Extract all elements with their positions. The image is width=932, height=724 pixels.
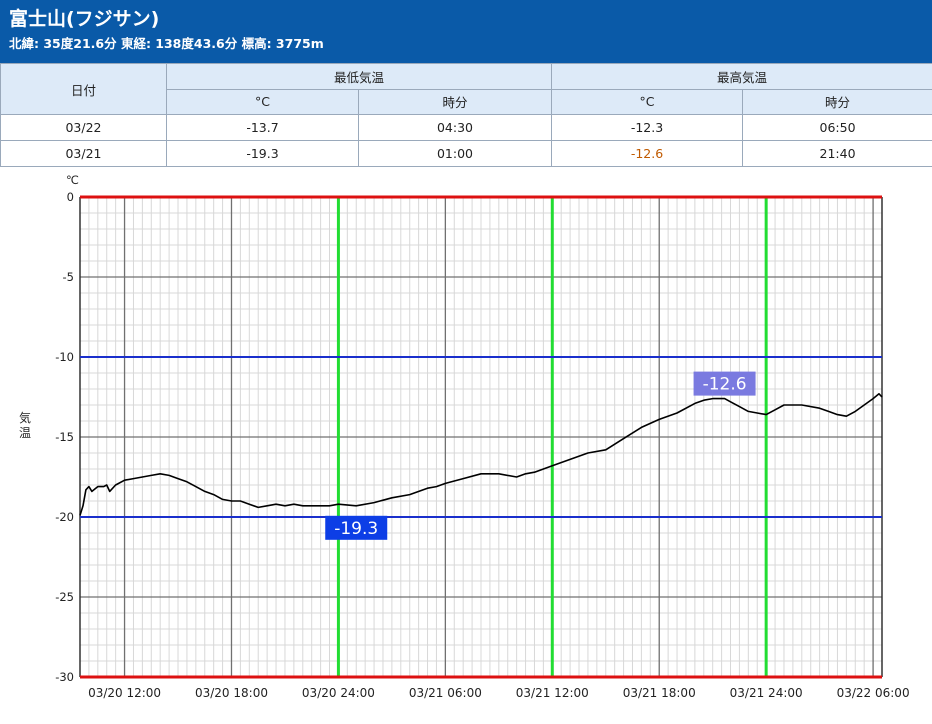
station-coordinates: 北緯: 35度21.6分 東経: 138度43.6分 標高: 3775m	[9, 36, 324, 51]
station-title: 富士山(フジサン)	[9, 8, 160, 30]
x-tick-label: 03/20 18:00	[195, 686, 268, 700]
max-temp-header: 最高気温	[551, 63, 932, 90]
y-axis-label: 気温	[19, 410, 31, 440]
max-time-header: 時分	[742, 88, 932, 115]
station-header: 富士山(フジサン) 北緯: 35度21.6分 東経: 138度43.6分 標高:…	[0, 0, 932, 63]
x-tick-label: 03/21 06:00	[409, 686, 482, 700]
row-min-temp: -13.7	[166, 114, 359, 141]
chart-svg: 0 -5 -10 -15 -20 -25 -30 03/20 12:00 03/20 18:00…	[19, 173, 910, 700]
table-row: 03/21 -19.3 01:00 -12.6 21:40	[0, 140, 932, 167]
temperature-table: 日付 最低気温 最高気温 °C 時分 °C 時分 03/22 -13.7 04:…	[0, 63, 932, 167]
min-unit-header: °C	[166, 88, 359, 115]
row-max-temp: -12.6	[551, 140, 744, 167]
row-date: 03/22	[0, 114, 167, 141]
x-tick-label: 03/22 06:00	[837, 686, 910, 700]
row-min-time: 04:30	[357, 114, 553, 141]
y-tick-label: 0	[67, 190, 74, 204]
min-temp-header: 最低気温	[165, 63, 553, 90]
y-tick-label: -20	[55, 510, 74, 524]
row-max-temp: -12.3	[551, 114, 744, 141]
date-column-header: 日付	[0, 63, 167, 115]
y-tick-label: -15	[55, 430, 74, 444]
table-subheader-row: °C 時分 °C 時分	[1, 88, 932, 115]
x-tick-label: 03/21 18:00	[623, 686, 696, 700]
temperature-chart: 0 -5 -10 -15 -20 -25 -30 03/20 12:00 03/20 18:00…	[0, 170, 932, 724]
x-tick-label: 03/21 12:00	[516, 686, 589, 700]
min-temp-badge-label: -19.3	[334, 519, 378, 539]
max-temp-badge-label: -12.6	[703, 375, 747, 395]
y-tick-label: -25	[55, 590, 74, 604]
table-row: 03/22 -13.7 04:30 -12.3 06:50	[0, 114, 932, 141]
x-tick-label: 03/21 24:00	[730, 686, 803, 700]
x-tick-label: 03/20 12:00	[88, 686, 161, 700]
y-tick-label: -10	[55, 350, 74, 364]
x-tick-label: 03/20 24:00	[302, 686, 375, 700]
row-date: 03/21	[0, 140, 167, 167]
row-min-time: 01:00	[357, 140, 553, 167]
y-tick-label: -5	[63, 270, 74, 284]
row-max-time: 06:50	[742, 114, 932, 141]
max-unit-header: °C	[551, 88, 744, 115]
y-unit-label: ℃	[66, 173, 79, 187]
max-temp-badge	[693, 371, 756, 396]
row-min-temp: -19.3	[166, 140, 359, 167]
min-temp-badge	[325, 515, 388, 540]
row-max-time: 21:40	[742, 140, 932, 167]
series-line-temperature	[79, 393, 883, 516]
y-tick-label: -30	[55, 670, 74, 684]
table-header-row: 日付 最低気温 最高気温	[0, 63, 932, 115]
min-time-header: 時分	[357, 88, 553, 115]
